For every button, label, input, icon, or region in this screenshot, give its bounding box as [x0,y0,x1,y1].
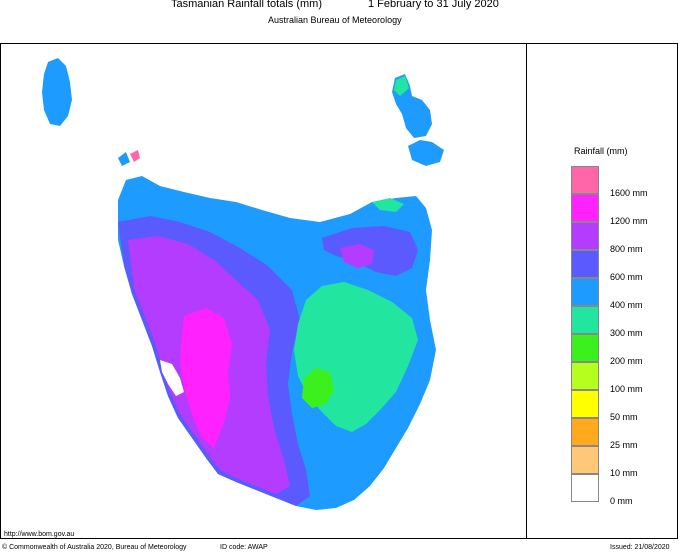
id-code: ID code: AWAP [220,544,268,551]
legend-label: 100 mm [610,384,643,394]
legend-label: 400 mm [610,300,643,310]
map-period: 1 February to 31 July 2020 [368,0,499,10]
legend-label: 10 mm [610,468,638,478]
rainfall-map [42,58,444,510]
legend-swatch [571,250,599,278]
flinders-island-east-zone [394,76,409,96]
zone-300-400-northeast-tip [372,198,404,212]
legend-label: 600 mm [610,272,643,282]
legend-swatch [571,390,599,418]
legend-label: 25 mm [610,440,638,450]
copyright-text: © Commonwealth of Australia 2020, Bureau… [2,544,187,551]
legend-label: 200 mm [610,356,643,366]
legend-swatch [571,334,599,362]
legend-title: Rainfall (mm) [574,146,628,156]
legend-swatch [571,474,599,502]
map-title: Tasmanian Rainfall totals (mm) [171,0,322,10]
legend-label: 1600 mm [610,188,648,198]
source-url: http://www.bom.gov.au [4,531,75,538]
legend-label: 50 mm [610,412,638,422]
legend-swatch [571,418,599,446]
legend-label: 0 mm [610,496,633,506]
legend-swatch [571,278,599,306]
legend-swatch [571,362,599,390]
legend-swatch [571,222,599,250]
hunter-island [130,150,140,162]
macquarie-harbour [160,360,184,396]
robbins-island [118,152,130,166]
zone-800-1200-northeast [340,244,374,268]
legend-swatch [571,306,599,334]
zone-200-300-midlands [302,368,334,408]
map-frame [0,43,678,539]
legend-swatch [571,446,599,474]
legend-swatch [571,166,599,194]
legend-label: 1200 mm [610,216,648,226]
zone-1200-1600-southwest [180,308,232,448]
issued-date: Issued: 21/08/2020 [610,544,670,551]
map-subtitle: Australian Bureau of Meteorology [268,15,402,25]
cape-barren-island [408,140,444,166]
legend-swatch [571,194,599,222]
legend-label: 800 mm [610,244,643,254]
king-island [42,58,72,126]
legend-label: 300 mm [610,328,643,338]
legend-divider [526,43,527,539]
